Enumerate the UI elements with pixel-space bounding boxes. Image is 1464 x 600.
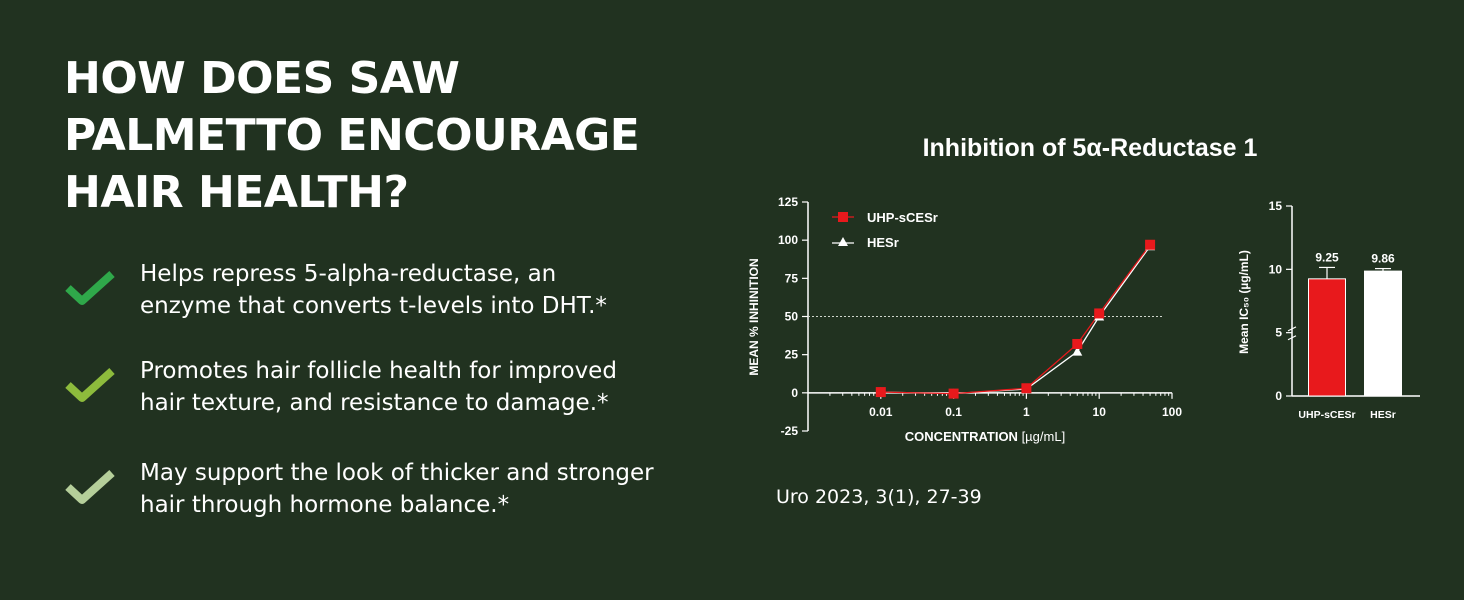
data-point-uhp-scesr — [1145, 239, 1156, 250]
axis-break-mark — [1287, 335, 1297, 341]
line-chart: -25 0 25 50 75 100 125 0.01 0.1 1 10 100 CONCENTRATI… — [747, 195, 1182, 444]
x-tick-label: 0.01 — [869, 405, 893, 419]
benefit-item: Helps repress 5-alpha-reductase, an enzy… — [64, 258, 744, 322]
x-axis-title: CONCENTRATION [µg/mL] — [905, 429, 1065, 444]
y-tick-label: 0 — [791, 386, 798, 400]
benefit-line: Helps repress 5-alpha-reductase, an — [140, 261, 557, 287]
y-axis-title: Mean IC₅₀ (µg/mL) — [1237, 250, 1251, 354]
benefit-text: Helps repress 5-alpha-reductase, an enzy… — [140, 258, 607, 322]
x-tick-label: 10 — [1093, 405, 1107, 419]
check-icon — [65, 368, 115, 402]
check-icon — [65, 271, 115, 305]
check-icon-mark — [65, 470, 115, 504]
legend-marker-hesr — [838, 237, 848, 246]
y-axis-title: MEAN % INHINITION — [747, 258, 761, 375]
bar-value-label: 9.25 — [1315, 250, 1339, 264]
benefit-text: Promotes hair follicle health for improv… — [140, 355, 617, 419]
x-tick-label: 1 — [1023, 405, 1030, 419]
check-icon-mark — [65, 368, 115, 402]
benefit-item: Promotes hair follicle health for improv… — [64, 355, 744, 419]
benefit-line: enzyme that converts t-levels into DHT.* — [140, 293, 607, 319]
data-point-uhp-scesr — [948, 388, 959, 399]
headline-line: HOW DOES SAW — [64, 53, 460, 104]
data-point-uhp-scesr — [875, 387, 886, 398]
series-line-uhp-scesr — [880, 244, 1151, 395]
headline: HOW DOES SAW PALMETTO ENCOURAGE HAIR HEA… — [64, 50, 724, 221]
legend-label-uhp-scesr: UHP-sCESr — [867, 210, 938, 225]
benefit-line: hair texture, and resistance to damage.* — [140, 390, 609, 416]
bar-uhp-scesr — [1308, 278, 1346, 397]
data-point-uhp-scesr — [1094, 308, 1105, 319]
benefit-line: hair through hormone balance.* — [140, 492, 510, 518]
benefit-text: May support the look of thicker and stro… — [140, 457, 654, 521]
headline-line: HAIR HEALTH? — [64, 167, 409, 218]
bar-chart: 0 5 10 15 Mean IC₅₀ (µg/mL) 9.25 UHP-sCESr 9.86… — [1237, 199, 1420, 421]
series-line-hesr — [880, 245, 1151, 395]
benefit-line: May support the look of thicker and stro… — [140, 460, 654, 486]
x-tick-label: HESr — [1370, 409, 1396, 421]
citation: Uro 2023, 3(1), 27-39 — [776, 486, 982, 508]
headline-line: PALMETTO ENCOURAGE — [64, 110, 640, 161]
axis-break-mark — [1287, 326, 1297, 332]
y-tick-label: 50 — [785, 310, 799, 324]
x-axis-title-unit: [µg/mL] — [1022, 429, 1066, 444]
x-axis-title-text: CONCENTRATION — [905, 429, 1022, 444]
y-tick-label: 100 — [778, 233, 798, 247]
y-tick-label: 5 — [1275, 326, 1282, 340]
chart-title: Inhibition of 5α-Reductase 1 — [922, 134, 1258, 162]
y-tick-label: 15 — [1269, 199, 1283, 213]
x-tick-label: 0.1 — [945, 405, 962, 419]
bar-value-label: 9.86 — [1371, 252, 1395, 266]
benefit-item: May support the look of thicker and stro… — [64, 457, 744, 521]
data-point-uhp-scesr — [1021, 383, 1032, 394]
y-tick-label: 10 — [1269, 262, 1283, 276]
y-tick-label: -25 — [781, 424, 799, 438]
y-tick-label: 0 — [1275, 389, 1282, 403]
data-point-uhp-scesr — [1072, 338, 1083, 349]
benefit-line: Promotes hair follicle health for improv… — [140, 358, 617, 384]
check-icon — [65, 470, 115, 504]
y-tick-label: 125 — [778, 195, 798, 209]
legend-marker-uhp-scesr — [838, 212, 848, 222]
x-tick-label: 100 — [1162, 405, 1182, 419]
legend-label-hesr: HESr — [867, 235, 899, 250]
bar-hesr — [1364, 270, 1402, 397]
x-tick-label: UHP-sCESr — [1298, 409, 1355, 421]
check-icon-mark — [65, 271, 115, 305]
y-tick-label: 75 — [785, 271, 799, 285]
y-tick-label: 25 — [785, 348, 799, 362]
data-point-hesr — [1072, 346, 1083, 356]
